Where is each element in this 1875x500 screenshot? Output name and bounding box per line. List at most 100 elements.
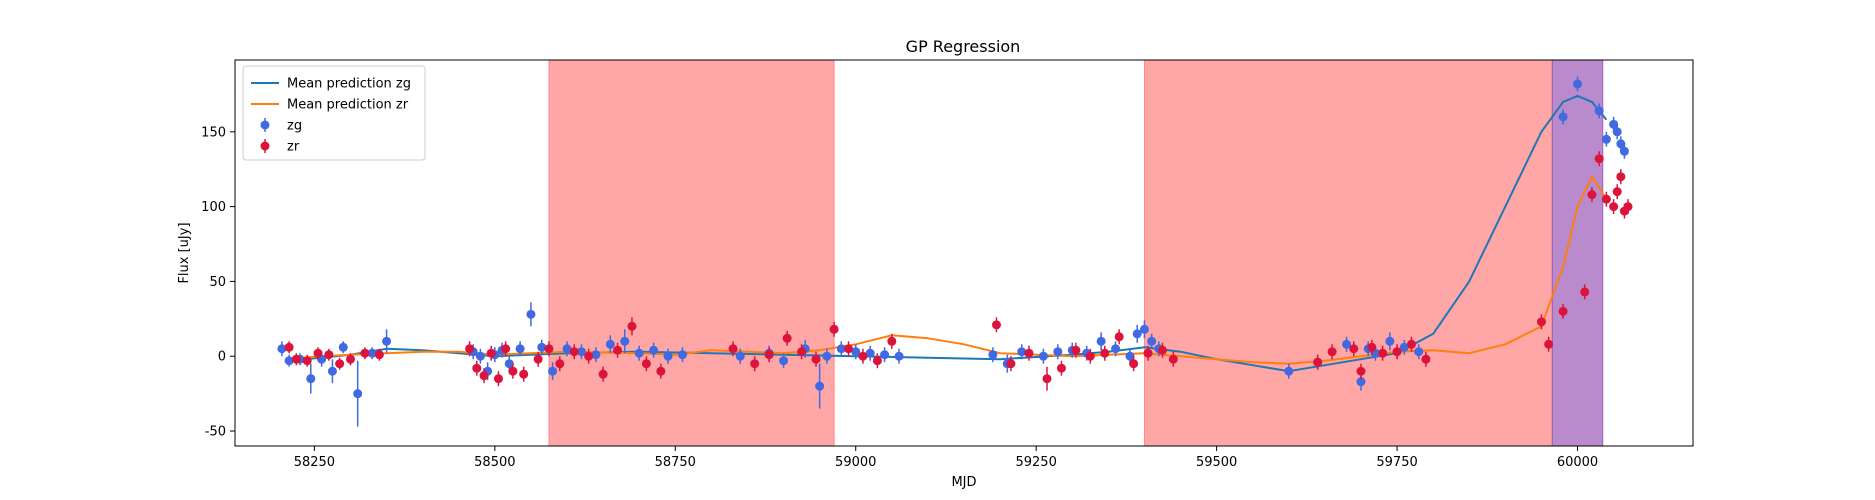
point-zr (544, 344, 554, 354)
point-zg (1284, 366, 1294, 376)
point-zg (988, 350, 998, 360)
point-zr (1071, 345, 1081, 355)
point-zr (302, 356, 312, 366)
point-zg (1601, 134, 1611, 144)
x-axis-label: MJD (951, 475, 976, 490)
y-tick-label: 100 (201, 200, 226, 215)
point-zg (1612, 127, 1622, 137)
point-zg (815, 381, 825, 391)
legend-swatch-point (260, 141, 270, 151)
point-zg (1399, 342, 1409, 352)
point-zg (306, 374, 316, 384)
chart-title: GP Regression (906, 37, 1021, 56)
point-zr (887, 336, 897, 346)
point-zr (374, 350, 384, 360)
shaded-region-1 (548, 59, 835, 447)
point-zr (479, 371, 489, 381)
x-tick-label: 58250 (294, 455, 335, 470)
point-zr (1129, 359, 1139, 369)
point-zg (1111, 344, 1121, 354)
shaded-region-3 (1551, 59, 1604, 447)
point-zr (1042, 374, 1052, 384)
point-zg (1017, 347, 1027, 357)
legend-box (242, 65, 426, 161)
point-zr (1143, 348, 1153, 358)
point-zg (649, 345, 659, 355)
point-zr (313, 348, 323, 358)
point-zr (811, 354, 821, 364)
legend-label: zr (287, 140, 300, 155)
point-zr (501, 344, 511, 354)
point-zr (1587, 190, 1597, 200)
legend-label: Mean prediction zg (287, 77, 411, 92)
point-zr (782, 333, 792, 343)
point-zr (598, 369, 608, 379)
point-zg (1619, 146, 1629, 156)
point-zr (1056, 363, 1066, 373)
x-tick-label: 59250 (1015, 455, 1056, 470)
point-zr (1609, 202, 1619, 212)
point-zg (735, 351, 745, 361)
y-tick-label: 0 (218, 350, 226, 365)
point-zg (822, 351, 832, 361)
y-axis-label: Flux [uJy] (177, 222, 192, 283)
point-zr (486, 348, 496, 358)
point-zr (555, 359, 565, 369)
point-zg (1096, 336, 1106, 346)
legend-item: Mean prediction zr (251, 98, 409, 113)
point-zg (591, 350, 601, 360)
point-zg (779, 356, 789, 366)
point-zg (678, 350, 688, 360)
legend-label: zg (287, 119, 302, 134)
point-zr (1085, 351, 1095, 361)
point-zr (291, 354, 301, 364)
point-zg (880, 350, 890, 360)
point-zr (1623, 202, 1633, 212)
point-zg (1139, 324, 1149, 334)
point-zr (493, 374, 503, 384)
point-zr (1327, 347, 1337, 357)
point-zg (1132, 329, 1142, 339)
point-zr (1157, 345, 1167, 355)
point-zr (360, 348, 370, 358)
x-tick-label: 59500 (1196, 455, 1237, 470)
point-zr (1313, 357, 1323, 367)
x-tick-label: 60000 (1557, 455, 1598, 470)
point-zr (1421, 354, 1431, 364)
point-zg (894, 351, 904, 361)
point-zr (1378, 348, 1388, 358)
point-zg (1125, 351, 1135, 361)
point-zg (338, 342, 348, 352)
shaded-region-2 (1143, 59, 1553, 447)
point-zr (1168, 354, 1178, 364)
point-zg (1414, 347, 1424, 357)
data-points (277, 76, 1633, 427)
point-zg (1053, 347, 1063, 357)
point-zg (1573, 79, 1583, 89)
point-zr (465, 344, 475, 354)
point-zr (641, 359, 651, 369)
plot-frame (234, 59, 1694, 447)
y-tick-label: -50 (205, 425, 226, 440)
point-zr (335, 359, 345, 369)
point-zg (353, 389, 363, 399)
point-zr (1114, 332, 1124, 342)
shaded-regions (548, 59, 1604, 447)
point-zg (1609, 119, 1619, 129)
point-zr (284, 342, 294, 352)
point-zr (584, 351, 594, 361)
point-zr (1558, 306, 1568, 316)
point-zr (1616, 172, 1626, 182)
point-zr (533, 354, 543, 364)
point-zr (1594, 154, 1604, 164)
point-zr (872, 356, 882, 366)
point-zr (656, 366, 666, 376)
point-zr (829, 324, 839, 334)
point-zr (472, 363, 482, 373)
point-zr (797, 347, 807, 357)
point-zg (1342, 339, 1352, 349)
point-zr (1601, 194, 1611, 204)
x-tick-label: 59000 (835, 455, 876, 470)
legend: Mean prediction zg Mean prediction zr zg zr (242, 65, 426, 161)
